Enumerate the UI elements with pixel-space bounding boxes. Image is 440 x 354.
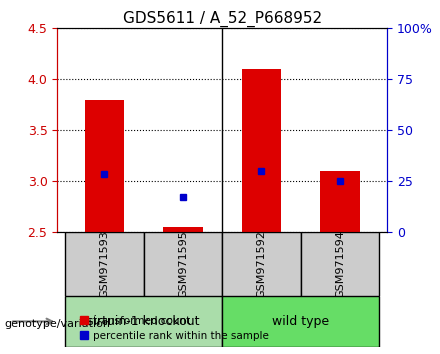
Legend: transformed count, percentile rank within the sample: transformed count, percentile rank withi… — [76, 312, 273, 345]
Text: wild type: wild type — [272, 315, 329, 328]
FancyBboxPatch shape — [301, 232, 379, 296]
FancyBboxPatch shape — [65, 296, 222, 347]
FancyBboxPatch shape — [65, 232, 143, 296]
Text: GSM971593: GSM971593 — [99, 230, 110, 298]
Text: GSM971592: GSM971592 — [257, 230, 267, 298]
Text: sirtuin-1 knockout: sirtuin-1 knockout — [88, 315, 200, 328]
Bar — [242, 69, 281, 232]
Bar — [85, 100, 124, 232]
Text: GSM971595: GSM971595 — [178, 230, 188, 298]
FancyBboxPatch shape — [143, 232, 222, 296]
FancyBboxPatch shape — [222, 296, 379, 347]
FancyBboxPatch shape — [222, 232, 301, 296]
Title: GDS5611 / A_52_P668952: GDS5611 / A_52_P668952 — [123, 11, 322, 27]
Text: genotype/variation: genotype/variation — [4, 319, 110, 329]
Bar — [163, 227, 202, 232]
Text: GSM971594: GSM971594 — [335, 230, 345, 298]
Bar — [320, 171, 360, 232]
